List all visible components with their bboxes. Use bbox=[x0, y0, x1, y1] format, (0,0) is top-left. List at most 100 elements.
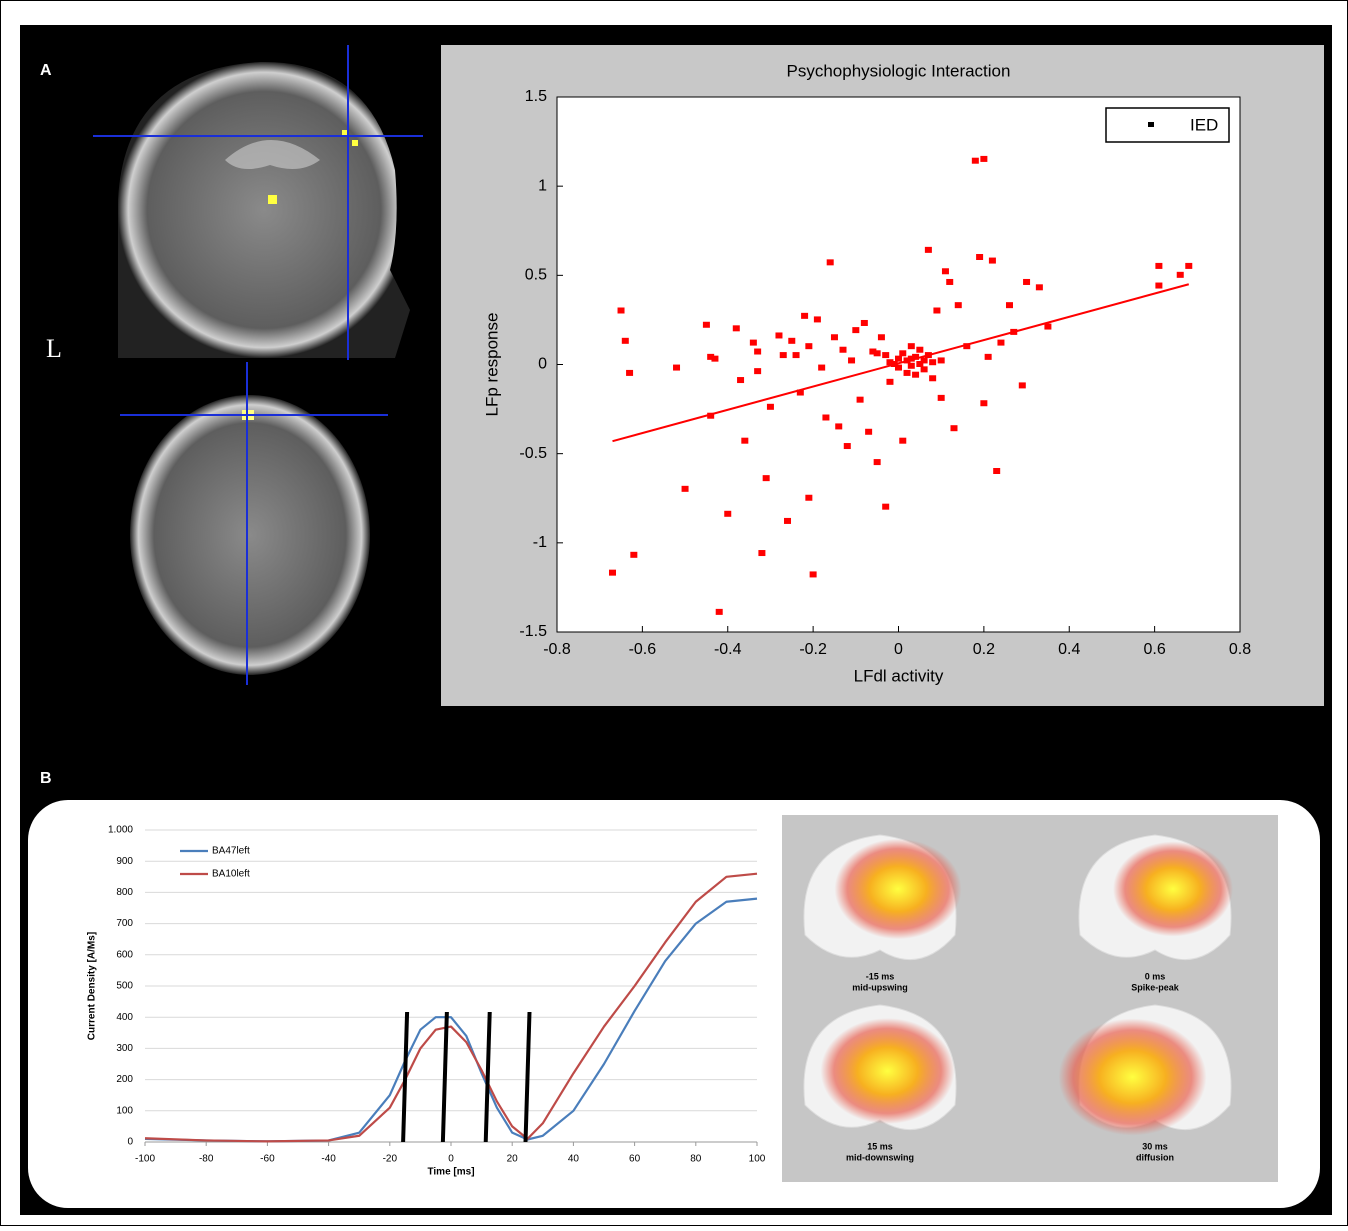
point bbox=[801, 313, 808, 319]
point bbox=[963, 343, 970, 349]
x-tick-label: -100 bbox=[135, 1154, 155, 1165]
point bbox=[750, 340, 757, 346]
point bbox=[767, 404, 774, 410]
x-axis-label: Time [ms] bbox=[427, 1167, 474, 1178]
point bbox=[857, 397, 864, 403]
point bbox=[895, 356, 902, 362]
point bbox=[972, 158, 979, 164]
point bbox=[818, 365, 825, 371]
point bbox=[618, 308, 625, 314]
legend-label: IED bbox=[1190, 115, 1218, 134]
point bbox=[848, 357, 855, 363]
x-tick-label: -0.2 bbox=[799, 641, 827, 658]
x-tick-label: -0.8 bbox=[543, 641, 571, 658]
y-tick-label: 0.5 bbox=[525, 267, 547, 284]
y-tick-label: -0.5 bbox=[519, 445, 547, 462]
x-tick-label: -80 bbox=[199, 1154, 214, 1165]
x-tick-label: 60 bbox=[629, 1154, 641, 1165]
point bbox=[980, 400, 987, 406]
point bbox=[775, 332, 782, 338]
x-tick-label: 0.8 bbox=[1229, 641, 1251, 658]
point bbox=[925, 352, 932, 358]
panel-label: B bbox=[40, 770, 52, 787]
point bbox=[788, 338, 795, 344]
point bbox=[630, 552, 637, 558]
y-tick-label: 600 bbox=[116, 949, 133, 960]
y-tick-label: 800 bbox=[116, 887, 133, 898]
point bbox=[797, 390, 804, 396]
map-phase: mid-downswing bbox=[846, 1152, 914, 1162]
point bbox=[733, 325, 740, 331]
x-tick-label: 100 bbox=[749, 1154, 766, 1165]
point bbox=[1036, 284, 1043, 290]
point bbox=[805, 343, 812, 349]
point bbox=[1044, 324, 1051, 330]
map-phase: diffusion bbox=[1136, 1152, 1174, 1162]
y-tick-label: 1 bbox=[538, 177, 547, 194]
point bbox=[682, 486, 689, 492]
point bbox=[882, 504, 889, 510]
point bbox=[716, 609, 723, 615]
point bbox=[908, 356, 915, 362]
map-phase: mid-upswing bbox=[852, 982, 908, 992]
point bbox=[899, 438, 906, 444]
activation bbox=[835, 839, 962, 940]
y-tick-label: 0 bbox=[127, 1137, 133, 1148]
x-tick-label: 0 bbox=[894, 641, 903, 658]
point bbox=[805, 495, 812, 501]
point bbox=[814, 316, 821, 322]
point bbox=[938, 395, 945, 401]
map-time: 30 ms bbox=[1142, 1141, 1168, 1151]
point bbox=[993, 468, 1000, 474]
point bbox=[793, 352, 800, 358]
point bbox=[912, 372, 919, 378]
x-tick-label: 0.6 bbox=[1144, 641, 1166, 658]
point bbox=[950, 425, 957, 431]
point bbox=[703, 322, 710, 328]
x-tick-label: -20 bbox=[383, 1154, 398, 1165]
point bbox=[904, 370, 911, 376]
point bbox=[626, 370, 633, 376]
point bbox=[1185, 263, 1192, 269]
point bbox=[921, 366, 928, 372]
point bbox=[929, 375, 936, 381]
x-tick-label: -0.4 bbox=[714, 641, 742, 658]
point bbox=[925, 247, 932, 253]
point bbox=[609, 570, 616, 576]
orientation-label: L bbox=[46, 334, 62, 363]
point bbox=[908, 363, 915, 369]
point bbox=[989, 258, 996, 264]
point bbox=[758, 550, 765, 556]
figure: A B L -15 msmid-upswing0 msSpike-peak15 … bbox=[0, 0, 1348, 1226]
point bbox=[810, 571, 817, 577]
legend-label: BA10left bbox=[212, 869, 250, 880]
x-tick-label: 80 bbox=[690, 1154, 702, 1165]
point bbox=[985, 354, 992, 360]
x-tick-label: 0.2 bbox=[973, 641, 995, 658]
y-tick-label: -1 bbox=[533, 534, 547, 551]
point bbox=[916, 347, 923, 353]
point bbox=[724, 511, 731, 517]
x-tick-label: 20 bbox=[507, 1154, 519, 1165]
point bbox=[938, 357, 945, 363]
point bbox=[874, 459, 881, 465]
y-tick-label: 400 bbox=[116, 1012, 133, 1023]
map-time: -15 ms bbox=[866, 971, 895, 981]
point bbox=[1006, 302, 1013, 308]
point bbox=[899, 350, 906, 356]
point bbox=[784, 518, 791, 524]
y-tick-label: 700 bbox=[116, 918, 133, 929]
y-axis-label: LFp response bbox=[482, 313, 501, 417]
x-tick-label: 0.4 bbox=[1058, 641, 1080, 658]
chart-title: Psychophysiologic Interaction bbox=[787, 61, 1011, 80]
point bbox=[874, 350, 881, 356]
point bbox=[933, 308, 940, 314]
activation bbox=[1113, 842, 1233, 937]
y-axis-label: Current Density [A/Ms] bbox=[87, 932, 98, 1040]
point bbox=[831, 334, 838, 340]
point bbox=[1019, 382, 1026, 388]
y-tick-label: 100 bbox=[116, 1105, 133, 1116]
point bbox=[861, 320, 868, 326]
point bbox=[1155, 283, 1162, 289]
point bbox=[1177, 272, 1184, 278]
